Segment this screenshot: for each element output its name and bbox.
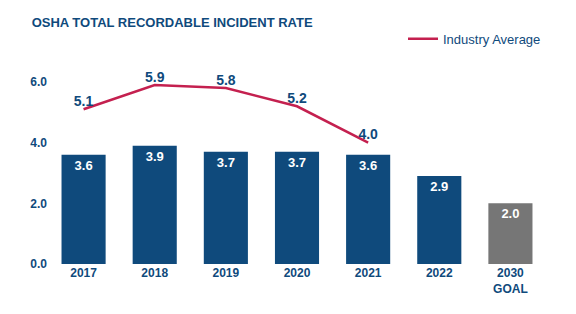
- svg-text:3.7: 3.7: [217, 155, 235, 170]
- svg-text:OSHA TOTAL RECORDABLE INCIDENT: OSHA TOTAL RECORDABLE INCIDENT RATE: [32, 15, 313, 30]
- svg-text:0.0: 0.0: [30, 257, 47, 271]
- svg-text:2.0: 2.0: [30, 197, 47, 211]
- svg-text:5.9: 5.9: [145, 69, 165, 85]
- svg-text:2020: 2020: [284, 266, 311, 280]
- svg-text:Industry Average: Industry Average: [443, 32, 540, 47]
- svg-text:3.7: 3.7: [288, 155, 306, 170]
- svg-text:2030GOAL: 2030GOAL: [493, 266, 528, 296]
- svg-text:3.6: 3.6: [359, 158, 377, 173]
- svg-text:2017: 2017: [70, 266, 97, 280]
- svg-text:5.2: 5.2: [287, 90, 307, 106]
- svg-text:2019: 2019: [213, 266, 240, 280]
- svg-text:2022: 2022: [426, 266, 453, 280]
- svg-text:4.0: 4.0: [358, 126, 378, 142]
- svg-text:5.8: 5.8: [216, 72, 236, 88]
- svg-text:2.0: 2.0: [501, 206, 519, 221]
- svg-text:3.9: 3.9: [146, 149, 164, 164]
- svg-text:2021: 2021: [355, 266, 382, 280]
- svg-text:2018: 2018: [141, 266, 168, 280]
- svg-text:2.9: 2.9: [430, 179, 448, 194]
- svg-text:3.6: 3.6: [75, 158, 93, 173]
- svg-text:5.1: 5.1: [74, 93, 94, 109]
- svg-text:4.0: 4.0: [30, 136, 47, 150]
- svg-text:6.0: 6.0: [30, 75, 47, 89]
